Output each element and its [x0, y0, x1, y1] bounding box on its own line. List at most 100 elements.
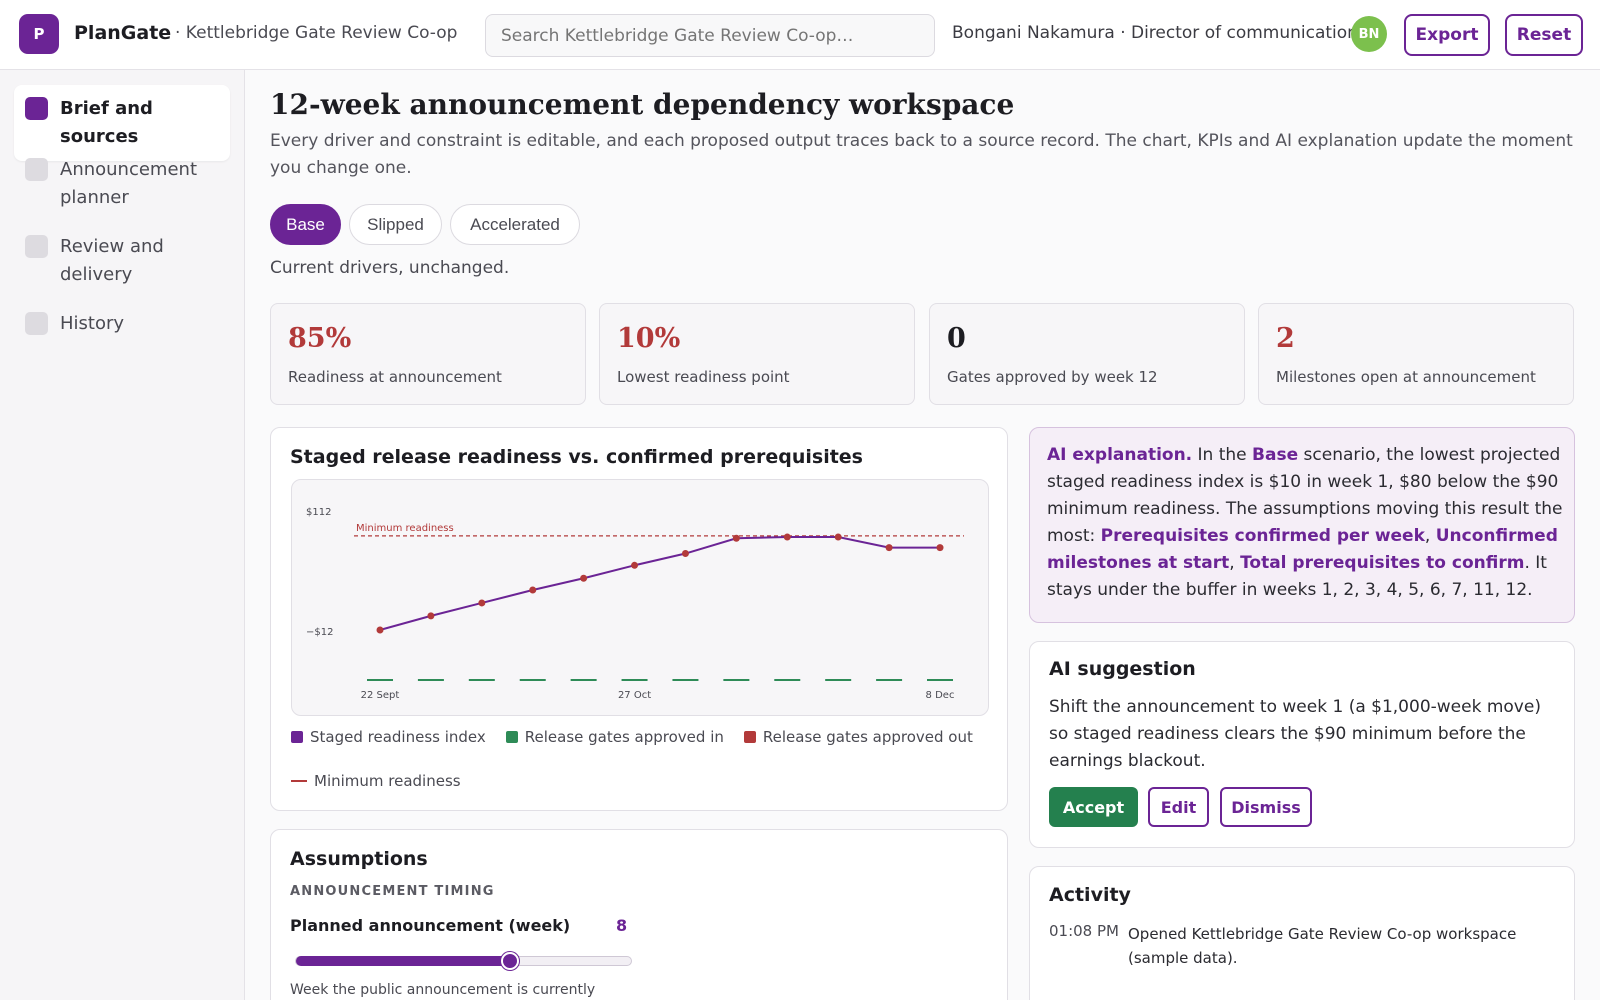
activity-time: 01:08 PM	[1049, 922, 1119, 940]
chart-legend: Minimum readiness	[291, 772, 461, 790]
nav-square-icon	[25, 235, 48, 258]
kpi-card: 0 Gates approved by week 12	[929, 303, 1245, 405]
y-tick-label: $112	[306, 507, 331, 518]
activity-card: Activity 01:08 PM Opened Kettlebridge Ga…	[1029, 866, 1575, 1000]
sidebar-item-history[interactable]: History	[14, 300, 230, 348]
chart-legend: Staged readiness index Release gates app…	[291, 728, 973, 746]
ai-suggestion-card: AI suggestion Shift the announcement to …	[1029, 641, 1575, 848]
activity-text: Opened Kettlebridge Gate Review Co-op wo…	[1128, 925, 1517, 967]
sidebar-item-planner[interactable]: Announcement planner	[14, 146, 214, 222]
field-value: 8	[616, 916, 628, 935]
scenario-note: Current drivers, unchanged.	[270, 258, 510, 278]
scenario-tab-slipped[interactable]: Slipped	[349, 204, 442, 245]
ai-assumption-link[interactable]: Unconfirmed milestones at start	[1047, 526, 1558, 573]
avatar[interactable]: BN	[1351, 16, 1387, 52]
scenario-tab-accelerated[interactable]: Accelerated	[450, 204, 580, 245]
sidebar-item-review[interactable]: Review and delivery	[14, 223, 214, 299]
kpi-card: 85% Readiness at announcement	[270, 303, 586, 405]
readiness-point	[681, 550, 689, 558]
export-button[interactable]: Export	[1404, 14, 1490, 56]
ai-assumption-link[interactable]: Total prerequisites to confirm	[1240, 553, 1525, 573]
ai-explanation-card: AI explanation. In the Base scenario, th…	[1029, 427, 1575, 623]
announcement-week-slider[interactable]	[295, 952, 632, 970]
top-bar: P PlanGate · Kettlebridge Gate Review Co…	[0, 0, 1600, 70]
readiness-point	[478, 599, 486, 607]
legend-item: Release gates approved in	[524, 728, 724, 746]
y-tick-label: −$12	[306, 627, 333, 638]
activity-title: Activity	[1049, 884, 1131, 906]
readiness-point	[376, 626, 384, 634]
kpi-value: 85%	[288, 323, 352, 354]
sidebar: Brief and sources Announcement planner R…	[0, 70, 245, 1000]
readiness-point	[834, 533, 842, 541]
nav-square-icon	[25, 158, 48, 181]
ai-text-segment: scenario, the lowest projected staged re…	[1047, 445, 1563, 546]
assumptions-card: Assumptions ANNOUNCEMENT TIMING Planned …	[270, 829, 1008, 1000]
chart-title: Staged release readiness vs. confirmed p…	[290, 446, 863, 468]
readiness-point	[783, 533, 791, 541]
scenario-tab-base[interactable]: Base	[270, 204, 341, 245]
kpi-label: Readiness at announcement	[288, 368, 502, 386]
ai-scenario-name: Base	[1252, 445, 1299, 465]
sidebar-item-brief[interactable]: Brief and sources	[14, 85, 230, 161]
sidebar-item-label: Review and delivery	[60, 236, 164, 285]
kpi-value: 2	[1276, 323, 1295, 354]
legend-swatch	[743, 731, 756, 743]
kpi-value: 0	[947, 323, 966, 354]
readiness-point	[529, 586, 537, 594]
readiness-series-line	[379, 536, 940, 631]
sidebar-item-label: Announcement planner	[60, 159, 198, 208]
readiness-point	[936, 544, 944, 552]
ai-text-segment: . It stays under the buffer in weeks 1, …	[1047, 553, 1547, 600]
dismiss-button[interactable]: Dismiss	[1220, 787, 1312, 827]
reference-line-label: Minimum readiness	[356, 523, 454, 534]
sidebar-item-label: Brief and sources	[60, 98, 153, 147]
field-label: Planned announcement (week)	[290, 916, 571, 935]
readiness-point	[885, 544, 893, 552]
assumptions-title: Assumptions	[290, 848, 428, 870]
legend-swatch	[505, 731, 518, 743]
kpi-label: Milestones open at announcement	[1276, 368, 1536, 386]
legend-item: Staged readiness index	[310, 728, 486, 746]
field-help-text: Week the public announcement is currentl…	[290, 982, 596, 998]
readiness-point	[631, 561, 639, 569]
nav-square-icon	[25, 97, 48, 120]
legend-item: Minimum readiness	[314, 772, 461, 790]
readiness-point	[427, 612, 435, 620]
page-description: Every driver and constraint is editable,…	[270, 131, 1573, 178]
slider-handle[interactable]	[501, 952, 520, 970]
user-name: Bongani Nakamura · Director of communica…	[952, 23, 1367, 43]
org-name: · Kettlebridge Gate Review Co-op	[175, 23, 458, 43]
readiness-point	[580, 574, 588, 582]
x-tick-label: 27 Oct	[618, 690, 651, 701]
x-tick-label: 8 Dec	[926, 690, 955, 701]
ai-assumption-link[interactable]: Prerequisites confirmed per week	[1100, 526, 1425, 546]
ai-text-segment: ,	[1424, 526, 1436, 546]
readiness-chart: $112 −$12 Minimum readiness 22 Sept 27 Oct 8 …	[306, 507, 964, 701]
x-tick-label: 22 Sept	[361, 690, 400, 701]
search-input[interactable]	[485, 14, 935, 57]
nav-square-icon	[25, 312, 48, 335]
ai-text-segment: ,	[1229, 553, 1241, 573]
kpi-label: Gates approved by week 12	[947, 368, 1158, 386]
app-logo: P	[19, 14, 59, 54]
ai-suggestion-title: AI suggestion	[1049, 658, 1196, 680]
ai-text-segment: In the	[1192, 445, 1253, 465]
edit-button[interactable]: Edit	[1148, 787, 1209, 827]
chart-card: Staged release readiness vs. confirmed p…	[270, 427, 1008, 811]
reset-button[interactable]: Reset	[1505, 14, 1583, 56]
ai-explanation-lead: AI explanation.	[1047, 445, 1193, 465]
kpi-label: Lowest readiness point	[617, 368, 790, 386]
slider-fill	[296, 956, 511, 966]
section-label: ANNOUNCEMENT TIMING	[290, 884, 495, 899]
legend-swatch	[291, 731, 303, 743]
legend-line-swatch	[291, 780, 307, 782]
brand-name: PlanGate	[74, 22, 172, 44]
page-title: 12-week announcement dependency workspac…	[270, 88, 1015, 121]
kpi-value: 10%	[617, 323, 681, 354]
ai-suggestion-text: Shift the announcement to week 1 (a $1,0…	[1049, 697, 1541, 771]
kpi-card: 2 Milestones open at announcement	[1258, 303, 1574, 405]
ai-explanation-text: AI explanation. In the Base scenario, th…	[1047, 442, 1567, 604]
accept-button[interactable]: Accept	[1049, 787, 1138, 827]
legend-item: Release gates approved out	[762, 728, 973, 746]
